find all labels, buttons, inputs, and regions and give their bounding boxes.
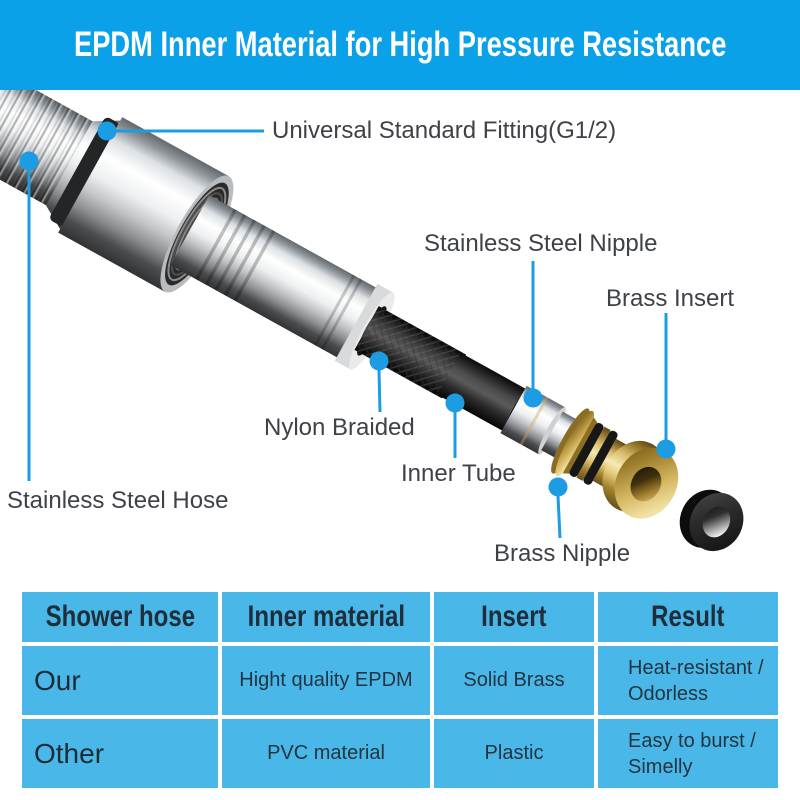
inner-tube-label: Inner Tube [401,460,516,487]
table-cell-other-insert: Plastic [434,719,594,788]
brass-insert [602,440,679,519]
table-header-inner-material: Inner material [222,592,430,642]
stainless-steel-hose [0,10,110,215]
inner-chrome-tube [170,195,385,363]
brass-insert-label: Brass Insert [606,285,735,312]
table-cell-other-result: Easy to burst / Simelly [598,719,778,788]
nylon-braided-dot [369,351,389,371]
universal-fitting-label: Universal Standard Fitting(G1/2) [272,117,617,144]
table-cell-our-insert: Solid Brass [434,646,594,715]
table-header-shower-hose: Shower hose [22,592,218,642]
stainless-steel-hose-dot [19,151,39,171]
inner-tube-dot [445,393,465,413]
rubber-washer [679,489,744,552]
table-cell-our-material: Hight quality EPDM [222,646,430,715]
table-row-our-label: Our [22,646,218,715]
stainless-steel-nipple-dot [523,388,543,408]
stainless-steel-nipple-label: Stainless Steel Nipple [424,230,658,257]
universal-fitting-dot [97,121,117,141]
brass-insert-dot [656,439,676,459]
nylon-braided-leader-line [377,369,382,413]
table-header-insert: Insert [434,592,594,642]
brass-nipple-leader-line [556,495,562,539]
comparison-table: Shower hose Inner material Insert Result… [22,592,778,788]
nylon-braided-hose [354,306,467,399]
brass-nipple-dot [548,477,568,497]
table-row-other-label: Other [22,719,218,788]
table-cell-our-result: Heat-resistant / Odorless [598,646,778,715]
banner: EPDM Inner Material for High Pressure Re… [0,0,800,90]
hose-assembly [0,10,744,552]
stainless-steel-hose-label: Stainless Steel Hose [7,487,229,514]
nylon-braided-label: Nylon Braided [264,414,415,441]
fitting-black-band [50,117,119,226]
banner-title: EPDM Inner Material for High Pressure Re… [73,25,727,64]
brass-nipple-label: Brass Nipple [494,540,631,567]
table-header-result: Result [598,592,778,642]
table-cell-other-material: PVC material [222,719,430,788]
